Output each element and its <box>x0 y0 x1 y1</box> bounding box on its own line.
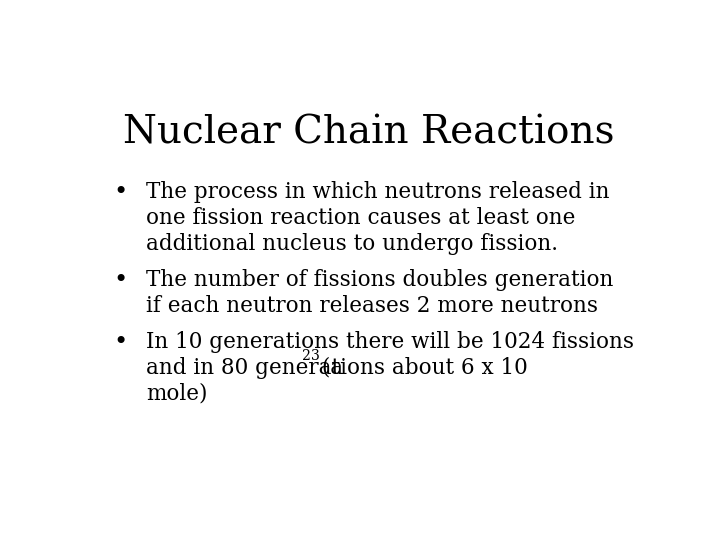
Text: Nuclear Chain Reactions: Nuclear Chain Reactions <box>123 114 615 152</box>
Text: additional nucleus to undergo fission.: additional nucleus to undergo fission. <box>145 233 558 255</box>
Text: mole): mole) <box>145 382 207 404</box>
Text: The process in which neutrons released in: The process in which neutrons released i… <box>145 181 609 203</box>
Text: •: • <box>114 269 128 292</box>
Text: The number of fissions doubles generation: The number of fissions doubles generatio… <box>145 269 613 291</box>
Text: •: • <box>114 181 128 204</box>
Text: •: • <box>114 331 128 354</box>
Text: if each neutron releases 2 more neutrons: if each neutron releases 2 more neutrons <box>145 295 598 317</box>
Text: one fission reaction causes at least one: one fission reaction causes at least one <box>145 207 575 229</box>
Text: and in 80 generations about 6 x 10: and in 80 generations about 6 x 10 <box>145 357 528 379</box>
Text: In 10 generations there will be 1024 fissions: In 10 generations there will be 1024 fis… <box>145 331 634 353</box>
Text: 23: 23 <box>302 349 320 363</box>
Text: (a: (a <box>315 357 343 379</box>
